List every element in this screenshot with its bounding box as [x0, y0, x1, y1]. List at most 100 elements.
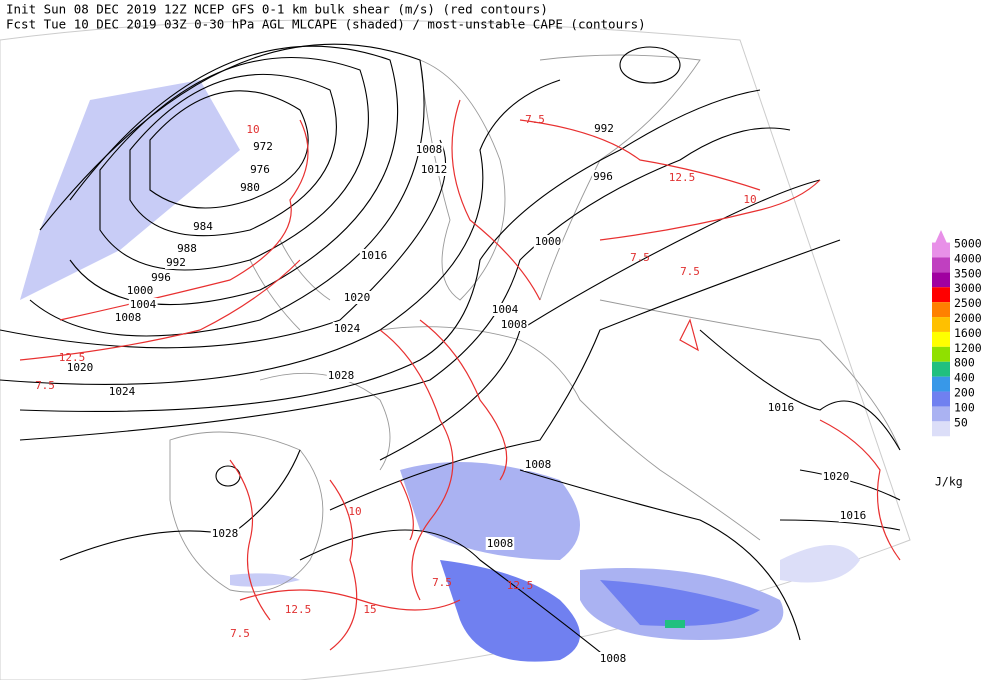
shear-label: 7.5 [680, 265, 700, 278]
label-background [342, 291, 372, 304]
label-background [150, 271, 172, 284]
isobar-label: 996 [151, 271, 171, 284]
isobars [0, 43, 901, 661]
isobar-label: 984 [193, 220, 213, 233]
label-background [176, 242, 198, 255]
colorbar-label: 400 [954, 371, 975, 385]
label-background [65, 361, 95, 374]
shear-label: 7.5 [525, 113, 545, 126]
label-background [598, 652, 628, 665]
colorbar-swatch [932, 421, 950, 437]
label-background [249, 163, 271, 176]
isobar-label: 1016 [768, 401, 795, 414]
isobar-label: 1024 [334, 322, 361, 335]
header-line: Fcst Tue 10 DEC 2019 03Z 0-30 hPa AGL ML… [6, 17, 646, 32]
colorbar-label: 100 [954, 400, 975, 414]
isobar-label: 980 [240, 181, 260, 194]
isobar-label: 1016 [840, 509, 867, 522]
label-background [192, 220, 215, 233]
isobar-label: 972 [253, 140, 273, 153]
label-background [414, 143, 444, 156]
label-background [113, 311, 143, 324]
shear-label: 10 [348, 505, 361, 518]
isobar-label: 1004 [130, 298, 157, 311]
coastlines [169, 54, 901, 593]
label-background [485, 537, 515, 550]
colorbar-label: 2500 [954, 296, 982, 310]
isobar-label: 1000 [127, 284, 154, 297]
label-background [533, 235, 563, 248]
colorbar-label: 4000 [954, 251, 982, 265]
colorbar-label: 3500 [954, 266, 982, 280]
label-background [239, 181, 261, 194]
shear-label: 12.5 [285, 603, 312, 616]
label-background [821, 470, 851, 483]
shear-label: 7.5 [630, 251, 650, 264]
colorbar-swatch [932, 391, 950, 407]
isobar-label: 1008 [600, 652, 627, 665]
shear-label: 10 [246, 123, 259, 136]
isobar-label: 1012 [421, 163, 448, 176]
shear-label: 7.5 [432, 576, 452, 589]
shear-label: 12.5 [507, 579, 534, 592]
colorbar-label: 1600 [954, 326, 982, 340]
isobar-label: 1020 [344, 291, 371, 304]
label-background [165, 256, 187, 269]
label-background [766, 401, 796, 414]
label-background [523, 458, 553, 471]
label-background [499, 318, 529, 331]
colorbar-swatch [932, 346, 950, 362]
shear-label: 12.5 [669, 171, 696, 184]
colorbar-swatch [932, 257, 950, 273]
isobar-label: 996 [593, 170, 613, 183]
colorbar-label: 5000 [954, 237, 982, 251]
isobar-label: 1016 [361, 249, 388, 262]
label-background [593, 122, 615, 135]
colorbar-swatch [932, 376, 950, 392]
label-background [490, 303, 520, 316]
isobar-label: 1020 [67, 361, 94, 374]
shear-label: 7.5 [35, 379, 55, 392]
shear-label: 15 [363, 603, 376, 616]
label-background [332, 322, 362, 335]
header-line: Init Sun 08 DEC 2019 12Z NCEP GFS 0-1 km… [6, 2, 548, 17]
colorbar-swatch [932, 272, 950, 288]
shear-label: 7.5 [230, 627, 250, 640]
label-background [326, 369, 356, 382]
colorbar-swatch [932, 242, 950, 258]
label-background [592, 170, 614, 183]
shear-contours [19, 99, 901, 651]
isobar-label: 1008 [501, 318, 528, 331]
label-background [210, 527, 240, 540]
isobar-label: 1008 [525, 458, 552, 471]
colorbar-swatch [932, 361, 950, 377]
isobar-label: 1000 [535, 235, 562, 248]
label-background [359, 249, 389, 262]
colorbar-swatch [932, 287, 950, 303]
label-background [107, 385, 137, 398]
isobar-label: 1028 [212, 527, 239, 540]
colorbar-label: 50 [954, 415, 968, 429]
isobar-label: 1024 [109, 385, 136, 398]
colorbar-swatch [932, 331, 950, 347]
colorbar-label: 2000 [954, 311, 982, 325]
label-background [838, 509, 868, 522]
colorbar-label: 1200 [954, 341, 982, 355]
label-background [252, 140, 274, 153]
isobar-label: 1020 [823, 470, 850, 483]
isobar-label: 1008 [487, 537, 514, 550]
isobar-label: 1008 [416, 143, 443, 156]
cape-shading [20, 80, 860, 662]
colorbar-unit: J/kg [935, 475, 963, 489]
colorbar-swatch [932, 302, 950, 318]
colorbar-label: 3000 [954, 281, 982, 295]
shear-label: 12.5 [59, 351, 86, 364]
isobar-label: 976 [250, 163, 270, 176]
colorbar-swatch [932, 406, 950, 422]
label-background [125, 284, 155, 297]
label-background [419, 163, 449, 176]
isobar-label: 988 [177, 242, 197, 255]
colorbar-swatch [932, 317, 950, 332]
label-background [128, 298, 158, 311]
